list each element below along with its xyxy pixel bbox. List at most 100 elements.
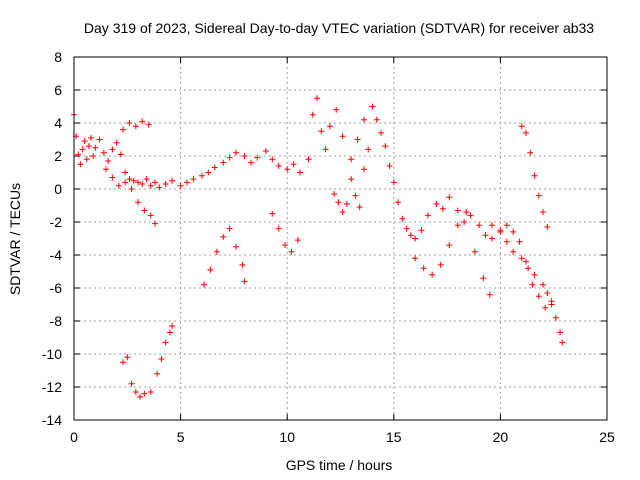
data-point: [96, 136, 103, 143]
data-point: [85, 143, 92, 150]
data-point: [233, 149, 240, 156]
data-point: [132, 123, 139, 130]
data-point: [418, 227, 425, 234]
data-point: [535, 293, 542, 300]
data-point: [476, 222, 483, 229]
data-point: [139, 118, 146, 125]
data-point: [488, 222, 495, 229]
data-point: [412, 255, 419, 262]
data-point: [557, 329, 564, 336]
data-point: [314, 95, 321, 102]
data-point: [83, 156, 90, 163]
data-point: [305, 156, 312, 163]
data-point: [318, 128, 325, 135]
data-point: [141, 390, 148, 397]
data-point: [122, 169, 129, 176]
data-point: [117, 151, 124, 158]
data-point: [126, 120, 133, 126]
data-point: [254, 154, 261, 161]
data-point: [109, 146, 116, 153]
data-point: [143, 176, 150, 183]
data-point: [134, 179, 141, 186]
data-point: [105, 157, 112, 164]
data-point: [339, 209, 346, 216]
data-point: [134, 199, 141, 206]
data-point: [269, 156, 276, 163]
data-point: [390, 179, 397, 186]
data-point: [446, 242, 453, 249]
data-point: [290, 161, 297, 168]
data-point: [233, 243, 240, 250]
data-point: [207, 266, 214, 273]
data-point: [162, 181, 169, 188]
series-branch-f: [331, 146, 372, 216]
data-point: [128, 186, 135, 192]
data-point: [527, 149, 534, 156]
data-point: [275, 162, 282, 169]
data-point: [360, 116, 367, 123]
data-point: [518, 123, 525, 130]
data-point: [211, 164, 218, 171]
data-point: [226, 154, 233, 161]
data-point: [559, 339, 566, 346]
data-point: [424, 212, 431, 219]
series-branch-i: [488, 222, 555, 311]
data-point: [120, 359, 127, 366]
data-point: [166, 329, 173, 336]
data-point: [348, 176, 355, 183]
data-point: [162, 339, 169, 346]
data-point: [239, 261, 246, 268]
data-point: [540, 209, 547, 216]
data-point: [348, 156, 355, 163]
x-tick-labels: 0 5 10 15 20 25: [70, 429, 615, 445]
data-point: [407, 232, 414, 239]
data-point: [335, 199, 342, 206]
data-point: [90, 153, 97, 159]
data-point: [102, 166, 109, 173]
y-tick-label: -8: [50, 313, 63, 329]
data-point: [510, 228, 517, 235]
y-tick-label: 0: [54, 181, 62, 197]
data-point: [152, 179, 159, 186]
data-point: [503, 238, 510, 245]
data-point: [169, 322, 176, 329]
series-branch-a: [102, 166, 159, 227]
data-point: [471, 248, 478, 255]
data-point: [137, 393, 144, 400]
data-point: [552, 314, 559, 321]
y-axis-label: SDTVAR / TECUs: [7, 183, 23, 295]
chart-title: Day 319 of 2023, Sidereal Day-to-day VTE…: [84, 20, 594, 36]
data-point: [190, 176, 197, 183]
data-point: [147, 182, 154, 189]
data-point: [412, 235, 419, 242]
data-point: [497, 227, 504, 234]
data-point: [531, 271, 538, 278]
data-point: [115, 182, 122, 189]
data-point: [461, 219, 468, 225]
data-point: [544, 289, 551, 296]
data-point: [542, 304, 549, 311]
series-branch-d: [201, 225, 248, 288]
data-point: [262, 148, 269, 155]
data-point: [92, 144, 99, 151]
data-point: [522, 129, 529, 136]
data-point: [77, 161, 84, 168]
data-point: [154, 370, 161, 377]
data-point: [205, 169, 212, 176]
grid-lines: [74, 57, 607, 420]
data-point: [294, 237, 301, 244]
data-point: [109, 174, 116, 181]
data-point: [79, 146, 86, 153]
data-point: [382, 143, 389, 150]
data-point: [503, 222, 510, 229]
series-branch-g: [412, 209, 493, 298]
data-point: [226, 225, 233, 232]
data-point: [156, 184, 163, 191]
y-tick-labels: -14 -12 -10 -8 -6 -4 -2 0 2 4 6 8: [42, 49, 62, 428]
data-point: [177, 182, 184, 189]
data-point: [309, 111, 316, 118]
data-point: [548, 298, 555, 305]
data-point: [241, 153, 248, 159]
data-point: [81, 138, 88, 145]
data-point: [525, 265, 532, 272]
